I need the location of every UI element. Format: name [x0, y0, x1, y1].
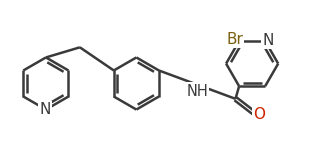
Text: N: N [40, 102, 51, 117]
Text: O: O [253, 107, 266, 122]
Text: N: N [262, 33, 274, 48]
Text: Br: Br [226, 32, 243, 47]
Text: NH: NH [186, 84, 208, 99]
